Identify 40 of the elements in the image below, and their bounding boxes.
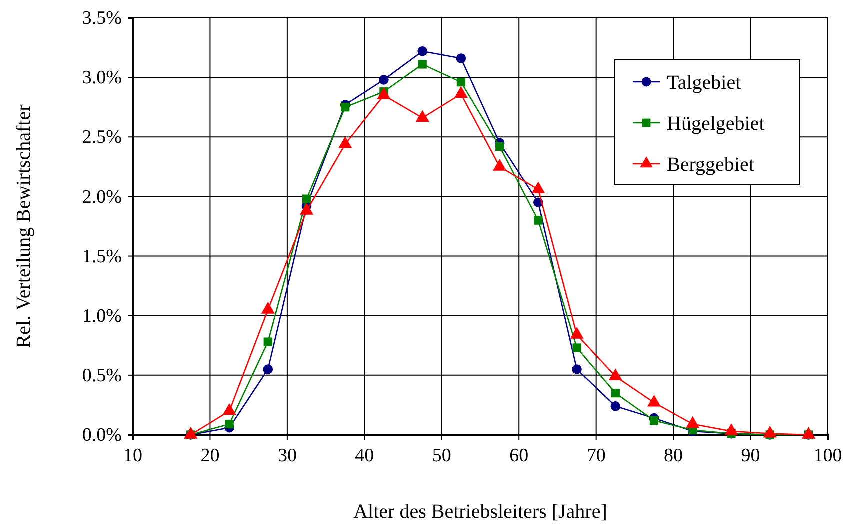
point — [572, 344, 582, 352]
point — [264, 338, 272, 346]
x-tick-label: 60 — [510, 445, 529, 466]
point — [650, 416, 659, 426]
point — [456, 54, 466, 64]
point — [263, 364, 274, 374]
y-tick-label: 0.5% — [82, 366, 122, 387]
point — [610, 402, 621, 412]
point — [225, 420, 234, 429]
point — [572, 364, 582, 374]
x-tick-label: 100 — [814, 445, 842, 466]
point — [611, 388, 620, 398]
y-tick-label: 1.5% — [82, 246, 122, 268]
y-tick-label: 0.0% — [82, 425, 122, 446]
x-tick-label: 30 — [278, 445, 297, 466]
x-axis-title: Alter des Betriebsleiters [Jahre] — [354, 501, 608, 523]
point — [379, 75, 389, 85]
legend-label: Berggebiet — [667, 154, 755, 176]
y-tick-label: 2.0% — [82, 186, 122, 208]
x-tick-label: 80 — [664, 445, 684, 466]
y-tick-label: 3.0% — [82, 68, 122, 89]
x-tick-label: 50 — [432, 445, 452, 466]
y-tick-label: 1.0% — [82, 306, 122, 327]
x-tick-label: 70 — [586, 445, 606, 466]
y-axis-title: Rel. Verteilung Bewirtschafter — [13, 104, 35, 348]
point — [341, 103, 350, 112]
point — [302, 194, 312, 204]
point — [456, 78, 466, 87]
y-tick-label: 2.5% — [82, 127, 122, 148]
x-tick-label: 90 — [741, 445, 760, 466]
point — [495, 142, 504, 152]
x-tick-label: 20 — [200, 445, 220, 466]
y-tick-label: 3.5% — [82, 8, 122, 30]
x-tick-label: 10 — [124, 445, 142, 466]
legend-label: Talgebiet — [667, 72, 742, 94]
point — [418, 46, 428, 56]
point — [534, 216, 543, 225]
point — [418, 60, 427, 69]
legend-label: Hügelgebiet — [667, 113, 766, 135]
x-tick-label: 40 — [355, 445, 374, 466]
